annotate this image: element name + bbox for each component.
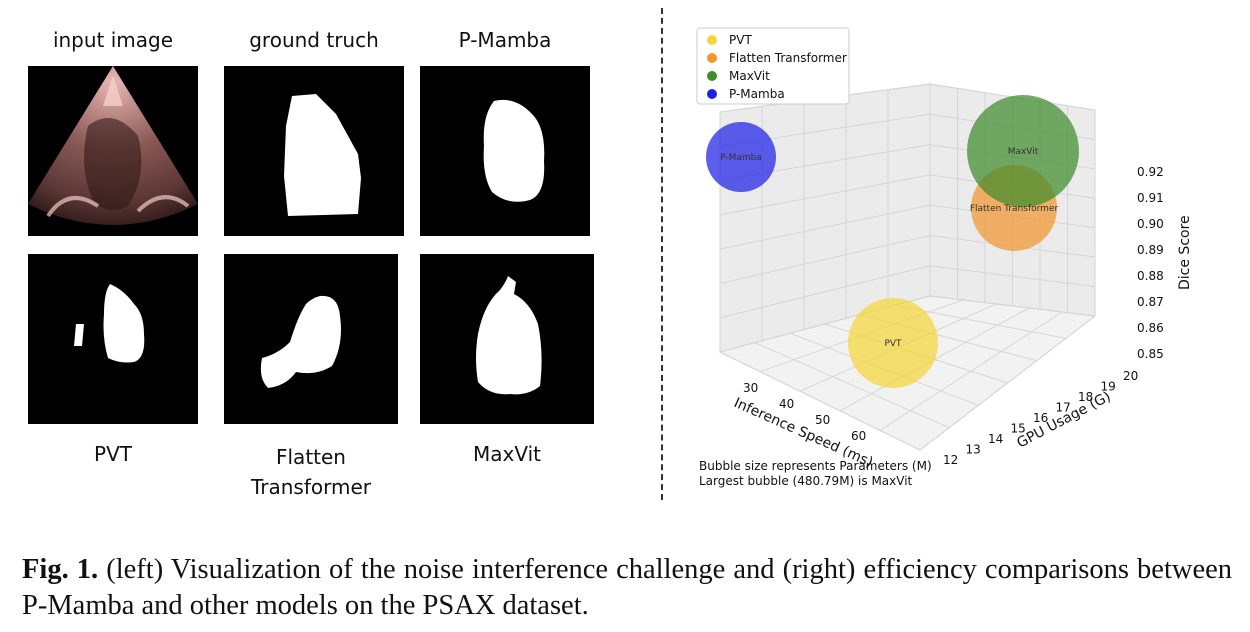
label-ground-truth: ground truch xyxy=(249,28,379,52)
pvt-tile xyxy=(28,254,198,424)
caption-label: Fig. 1. xyxy=(22,554,99,585)
z-tick-label: 0.91 xyxy=(1137,191,1164,205)
label-p-mamba: P-Mamba xyxy=(458,28,552,52)
z-tick-label: 0.89 xyxy=(1137,243,1164,257)
caption-text: (left) Visualization of the noise interf… xyxy=(22,554,1232,621)
label-flatten-transformer: Flatten Transformer xyxy=(220,442,402,502)
legend-marker xyxy=(707,35,717,45)
bubble-pvt xyxy=(848,298,938,388)
legend-marker xyxy=(707,71,717,81)
ground-truth-tile xyxy=(224,66,404,236)
bubble-size-note: Bubble size represents Parameters (M) xyxy=(699,459,932,473)
legend-label: P-Mamba xyxy=(729,87,785,101)
chart-ticks: 0.85 0.86 0.87 0.88 0.89 0.90 0.91 0.92 30 40 50 60… xyxy=(743,165,1164,467)
efficiency-bubble-chart: PVT Flatten Transformer MaxVit P-Mamba 0.85… xyxy=(696,27,1193,488)
y-tick-label: 18 xyxy=(1078,390,1093,404)
y-axis-label: GPU Usage (G) xyxy=(1014,389,1113,452)
y-tick-label: 16 xyxy=(1033,411,1048,425)
bubble-p-mamba xyxy=(706,122,776,192)
label-maxvit: MaxVit xyxy=(473,442,541,466)
z-tick-label: 0.87 xyxy=(1137,295,1164,309)
chart-legend: PVT Flatten Transformer MaxVit P-Mamba xyxy=(696,27,850,105)
z-tick-label: 0.86 xyxy=(1137,321,1164,335)
grid-line xyxy=(719,174,931,216)
z-tick-label: 0.90 xyxy=(1137,217,1164,231)
bubble-maxvit xyxy=(967,95,1079,207)
flatten-transformer-tile xyxy=(224,254,398,424)
largest-bubble-note: Largest bubble (480.79M) is MaxVit xyxy=(699,474,913,488)
y-tick-label: 14 xyxy=(988,432,1003,446)
legend-label: PVT xyxy=(729,33,752,47)
legend-label: Flatten Transformer xyxy=(729,51,847,65)
label-flatten-line2: Transformer xyxy=(250,475,371,499)
legend-label: MaxVit xyxy=(729,69,770,83)
grid-line xyxy=(719,265,931,319)
x-tick-label: 30 xyxy=(743,381,758,395)
legend-marker xyxy=(707,89,717,99)
label-flatten-line1: Flatten xyxy=(276,445,346,469)
y-tick-label: 19 xyxy=(1101,380,1116,394)
label-pvt: PVT xyxy=(94,442,132,466)
figure-caption: Fig. 1. (left) Visualization of the nois… xyxy=(22,552,1232,624)
z-tick-label: 0.88 xyxy=(1137,269,1164,283)
x-tick-label: 60 xyxy=(851,429,866,443)
y-tick-label: 15 xyxy=(1011,422,1026,436)
p-mamba-tile xyxy=(420,66,590,236)
legend-marker xyxy=(707,53,717,63)
z-tick-label: 0.85 xyxy=(1137,347,1164,361)
z-tick-label: 0.92 xyxy=(1137,165,1164,179)
maxvit-tile xyxy=(420,254,594,424)
chart-bubbles: PVT Flatten Transformer MaxVit P-Mamba xyxy=(706,95,1079,388)
y-tick-label: 12 xyxy=(943,453,958,467)
x-tick-label: 40 xyxy=(779,397,794,411)
y-tick-label: 17 xyxy=(1056,401,1071,415)
grid-line xyxy=(719,351,921,451)
grid-line xyxy=(719,234,931,284)
bubble-label: PVT xyxy=(884,339,902,349)
bubble-label: MaxVit xyxy=(1008,147,1039,157)
input-image-tile xyxy=(28,66,198,236)
z-axis-label: Dice Score xyxy=(1177,215,1193,290)
panel-divider xyxy=(661,8,663,500)
label-input: input image xyxy=(52,28,174,52)
grid-line xyxy=(719,204,931,250)
y-tick-label: 13 xyxy=(966,443,981,457)
y-tick-label: 20 xyxy=(1123,369,1138,383)
grid-line xyxy=(754,342,950,429)
bubble-label: Flatten Transformer xyxy=(970,204,1059,214)
bubble-label: P-Mamba xyxy=(720,153,762,163)
x-tick-label: 50 xyxy=(815,413,830,427)
